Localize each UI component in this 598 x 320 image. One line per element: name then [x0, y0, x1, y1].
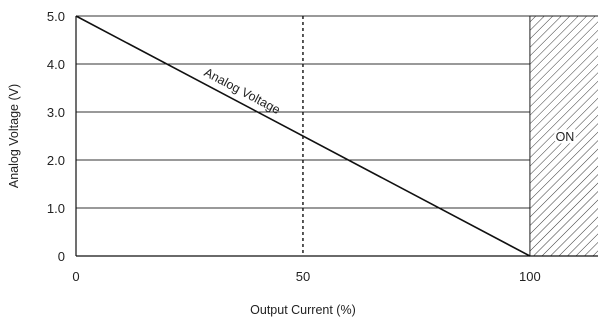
on-region-label: ON: [556, 130, 575, 144]
y-tick-label-4.0: 4.0: [47, 57, 65, 72]
x-tick-label-50: 50: [296, 269, 310, 284]
series-layer: [75, 15, 531, 257]
series-line-0: [75, 15, 531, 257]
x-axis-title: Output Current (%): [250, 303, 356, 317]
y-tick-label-1.0: 1.0: [47, 201, 65, 216]
y-tick-label-0: 0: [58, 249, 65, 264]
y-tick-label-2.0: 2.0: [47, 153, 65, 168]
series-label: Analog Voltage: [202, 65, 283, 117]
axes: 0 1.0 2.0 3.0 4.0 5.0 0 50 100: [47, 9, 598, 284]
on-region-hatch: [529, 15, 598, 257]
on-region: ON: [529, 15, 598, 257]
x-tick-label-100: 100: [519, 269, 541, 284]
y-tick-label-3.0: 3.0: [47, 105, 65, 120]
x-tick-label-0: 0: [72, 269, 79, 284]
y-axis-title: Analog Voltage (V): [7, 84, 21, 188]
y-tick-label-5.0: 5.0: [47, 9, 65, 24]
